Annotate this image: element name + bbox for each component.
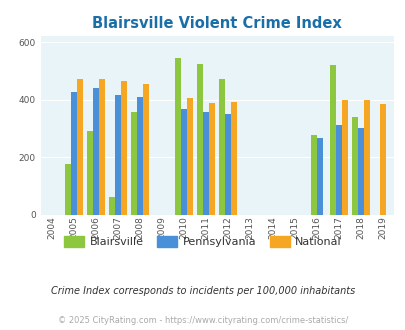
Bar: [175, 58, 181, 214]
Bar: [143, 84, 149, 214]
Bar: [187, 98, 192, 214]
Bar: [209, 103, 215, 214]
Bar: [70, 92, 77, 214]
Bar: [341, 100, 347, 214]
Bar: [329, 65, 335, 214]
Bar: [115, 95, 121, 214]
Bar: [87, 131, 93, 214]
Text: © 2025 CityRating.com - https://www.cityrating.com/crime-statistics/: © 2025 CityRating.com - https://www.city…: [58, 316, 347, 325]
Title: Blairsville Violent Crime Index: Blairsville Violent Crime Index: [92, 16, 341, 31]
Bar: [65, 164, 70, 214]
Text: Crime Index corresponds to incidents per 100,000 inhabitants: Crime Index corresponds to incidents per…: [51, 286, 354, 296]
Bar: [202, 113, 209, 214]
Bar: [379, 104, 385, 214]
Bar: [316, 138, 322, 214]
Bar: [98, 79, 104, 214]
Bar: [351, 117, 357, 214]
Bar: [121, 81, 126, 214]
Bar: [363, 100, 369, 214]
Bar: [131, 113, 136, 214]
Bar: [136, 97, 143, 214]
Bar: [219, 80, 225, 214]
Bar: [77, 80, 83, 214]
Bar: [181, 109, 187, 214]
Bar: [231, 102, 237, 214]
Legend: Blairsville, Pennsylvania, National: Blairsville, Pennsylvania, National: [60, 232, 345, 252]
Bar: [357, 128, 363, 214]
Bar: [197, 64, 202, 214]
Bar: [310, 135, 316, 214]
Bar: [109, 197, 115, 215]
Bar: [93, 88, 98, 214]
Bar: [335, 125, 341, 214]
Bar: [225, 115, 231, 214]
